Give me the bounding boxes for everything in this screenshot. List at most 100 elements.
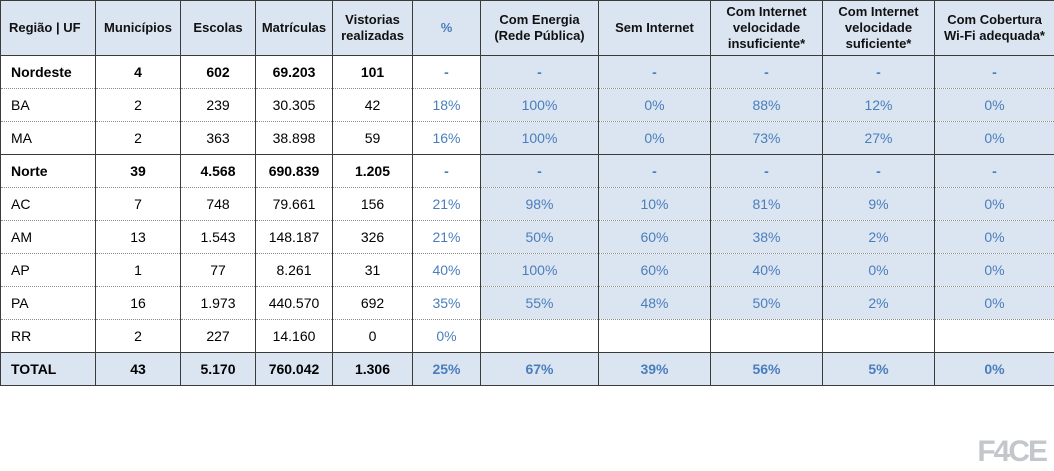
cell: - bbox=[822, 55, 935, 89]
cell: 760.042 bbox=[255, 352, 333, 386]
cell: 38% bbox=[710, 220, 823, 254]
cell: 2 bbox=[95, 121, 181, 155]
cell: 0% bbox=[934, 352, 1054, 386]
cell: 4 bbox=[95, 55, 181, 89]
cell: 59 bbox=[332, 121, 413, 155]
cell: 40% bbox=[710, 253, 823, 287]
cell: 2 bbox=[95, 88, 181, 122]
cell bbox=[934, 319, 1054, 353]
cell: 0% bbox=[934, 121, 1054, 155]
cell: 100% bbox=[480, 121, 599, 155]
cell: 50% bbox=[710, 286, 823, 320]
cell bbox=[598, 319, 711, 353]
cell: 4.568 bbox=[180, 154, 256, 188]
row-label: TOTAL bbox=[0, 352, 96, 386]
table-row-ap: AP 1 77 8.261 31 40% 100% 60% 40% 0% 0% bbox=[0, 253, 1054, 287]
cell: 100% bbox=[480, 88, 599, 122]
table-row-ac: AC 7 748 79.661 156 21% 98% 10% 81% 9% 0% bbox=[0, 187, 1054, 221]
cell: 73% bbox=[710, 121, 823, 155]
cell: 0% bbox=[934, 253, 1054, 287]
cell: 42 bbox=[332, 88, 413, 122]
cell: - bbox=[480, 154, 599, 188]
cell: 690.839 bbox=[255, 154, 333, 188]
cell: 1.306 bbox=[332, 352, 413, 386]
column-header-regiao-uf: Região | UF bbox=[0, 0, 96, 56]
cell: 77 bbox=[180, 253, 256, 287]
cell: 440.570 bbox=[255, 286, 333, 320]
table-row-am: AM 13 1.543 148.187 326 21% 50% 60% 38% 2% 0% bbox=[0, 220, 1054, 254]
cell: 35% bbox=[412, 286, 481, 320]
cell: - bbox=[412, 55, 481, 89]
cell: 363 bbox=[180, 121, 256, 155]
schools-internet-table: Região | UF Municípios Escolas Matrícula… bbox=[0, 0, 1054, 386]
cell: 0% bbox=[934, 88, 1054, 122]
cell: 5% bbox=[822, 352, 935, 386]
cell: 13 bbox=[95, 220, 181, 254]
cell: 14.160 bbox=[255, 319, 333, 353]
header-row: Região | UF Municípios Escolas Matrícula… bbox=[0, 0, 1054, 56]
cell: 21% bbox=[412, 220, 481, 254]
cell: 79.661 bbox=[255, 187, 333, 221]
cell: 0% bbox=[934, 220, 1054, 254]
cell: 16% bbox=[412, 121, 481, 155]
row-label: BA bbox=[0, 88, 96, 122]
cell: 55% bbox=[480, 286, 599, 320]
cell: 60% bbox=[598, 253, 711, 287]
column-header-sem-internet: Sem Internet bbox=[598, 0, 711, 56]
column-header-matriculas: Matrículas bbox=[255, 0, 333, 56]
cell: 1.543 bbox=[180, 220, 256, 254]
cell: 0 bbox=[332, 319, 413, 353]
cell: 748 bbox=[180, 187, 256, 221]
cell: 50% bbox=[480, 220, 599, 254]
cell: 0% bbox=[412, 319, 481, 353]
cell: 10% bbox=[598, 187, 711, 221]
row-label: PA bbox=[0, 286, 96, 320]
row-label: AM bbox=[0, 220, 96, 254]
cell: 602 bbox=[180, 55, 256, 89]
cell: 9% bbox=[822, 187, 935, 221]
cell: 27% bbox=[822, 121, 935, 155]
cell: - bbox=[412, 154, 481, 188]
cell: 0% bbox=[822, 253, 935, 287]
column-header-municipios: Municípios bbox=[95, 0, 181, 56]
cell: 31 bbox=[332, 253, 413, 287]
cell: 2% bbox=[822, 220, 935, 254]
cell: 8.261 bbox=[255, 253, 333, 287]
row-label: Nordeste bbox=[0, 55, 96, 89]
cell: 1.973 bbox=[180, 286, 256, 320]
column-header-percent: % bbox=[412, 0, 481, 56]
table-body: Nordeste 4 602 69.203 101- - - - - - BA 2 239 30.305 4… bbox=[0, 55, 1054, 386]
cell: 48% bbox=[598, 286, 711, 320]
cell: - bbox=[934, 55, 1054, 89]
cell: - bbox=[822, 154, 935, 188]
cell: 67% bbox=[480, 352, 599, 386]
row-label: RR bbox=[0, 319, 96, 353]
cell: 39 bbox=[95, 154, 181, 188]
cell: 43 bbox=[95, 352, 181, 386]
cell: 1.205 bbox=[332, 154, 413, 188]
cell: 100% bbox=[480, 253, 599, 287]
f4ce-logo: F4CE bbox=[977, 435, 1048, 468]
table-row-rr: RR 2 227 14.160 0 0% bbox=[0, 319, 1054, 353]
cell: 7 bbox=[95, 187, 181, 221]
cell: - bbox=[934, 154, 1054, 188]
cell: 0% bbox=[598, 121, 711, 155]
cell: 2 bbox=[95, 319, 181, 353]
column-header-internet-suficiente: Com Internet velocidade suficiente* bbox=[822, 0, 935, 56]
cell: - bbox=[598, 154, 711, 188]
column-header-escolas: Escolas bbox=[180, 0, 256, 56]
cell: - bbox=[710, 154, 823, 188]
column-header-vistorias-realizadas: Vistorias realizadas bbox=[332, 0, 413, 56]
table-row-ma: MA 2 363 38.898 59 16% 100% 0% 73% 27% 0% bbox=[0, 121, 1054, 155]
table-row-nordeste: Nordeste 4 602 69.203 101- - - - - - bbox=[0, 55, 1054, 89]
cell bbox=[480, 319, 599, 353]
cell: 38.898 bbox=[255, 121, 333, 155]
column-header-internet-insuficiente: Com Internet velocidade insuficiente* bbox=[710, 0, 823, 56]
row-label: AP bbox=[0, 253, 96, 287]
cell: 12% bbox=[822, 88, 935, 122]
cell: 1 bbox=[95, 253, 181, 287]
cell: 2% bbox=[822, 286, 935, 320]
column-header-cobertura-wifi: Com Cobertura Wi-Fi adequada* bbox=[934, 0, 1054, 56]
cell: 0% bbox=[934, 187, 1054, 221]
cell: 69.203 bbox=[255, 55, 333, 89]
